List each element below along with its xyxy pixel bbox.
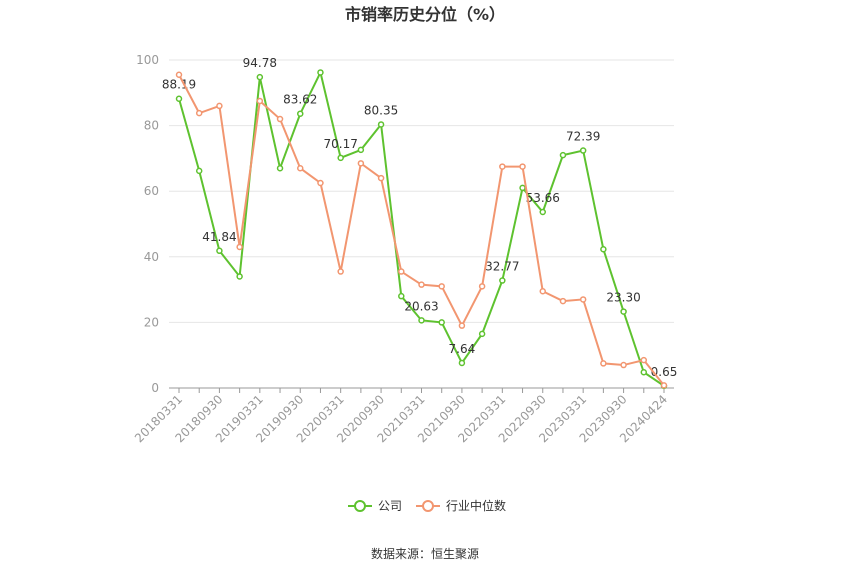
data-label: 32.77 bbox=[485, 260, 519, 274]
point bbox=[640, 369, 648, 376]
data-label: 23.30 bbox=[606, 291, 640, 305]
point bbox=[256, 97, 264, 105]
point bbox=[418, 317, 425, 324]
point bbox=[297, 110, 304, 117]
point bbox=[236, 243, 243, 251]
point bbox=[499, 163, 506, 170]
point bbox=[458, 359, 466, 367]
legend-label: 行业中位数 bbox=[446, 498, 506, 513]
point bbox=[337, 268, 344, 275]
point bbox=[216, 102, 223, 110]
data-label: 41.84 bbox=[202, 230, 236, 244]
point bbox=[195, 167, 203, 175]
point bbox=[175, 71, 183, 79]
point bbox=[620, 361, 627, 369]
data-label: 0.65 bbox=[651, 365, 678, 379]
point bbox=[539, 208, 546, 216]
y-tick-label: 20 bbox=[144, 315, 159, 329]
point bbox=[579, 147, 587, 154]
point bbox=[478, 283, 486, 290]
point bbox=[276, 164, 284, 172]
point bbox=[175, 95, 183, 102]
point bbox=[499, 277, 506, 284]
point bbox=[377, 121, 385, 128]
point bbox=[620, 308, 627, 315]
point bbox=[276, 115, 284, 123]
data-label: 20.63 bbox=[404, 299, 438, 313]
point bbox=[317, 69, 324, 76]
point bbox=[297, 164, 304, 172]
point bbox=[519, 184, 526, 192]
point bbox=[559, 297, 567, 305]
point bbox=[236, 273, 243, 280]
point bbox=[539, 287, 546, 295]
data-label: 80.35 bbox=[364, 103, 398, 117]
point bbox=[337, 154, 344, 162]
point bbox=[600, 360, 607, 367]
point bbox=[438, 283, 445, 290]
point bbox=[398, 292, 405, 300]
point bbox=[377, 174, 385, 182]
data-label: 94.78 bbox=[243, 56, 277, 70]
point bbox=[357, 160, 365, 167]
point bbox=[438, 319, 445, 326]
data-label: 83.62 bbox=[283, 93, 317, 107]
data-label: 70.17 bbox=[323, 137, 357, 151]
point bbox=[195, 109, 203, 117]
legend-marker bbox=[354, 500, 366, 512]
y-tick-label: 40 bbox=[144, 250, 159, 264]
point bbox=[660, 382, 668, 389]
y-tick-label: 0 bbox=[151, 381, 159, 395]
legend-marker bbox=[422, 500, 434, 512]
data-label: 7.64 bbox=[449, 342, 476, 356]
y-tick-label: 100 bbox=[136, 53, 159, 67]
y-tick-label: 80 bbox=[144, 119, 159, 133]
point bbox=[458, 322, 466, 329]
point bbox=[398, 268, 405, 275]
point bbox=[357, 146, 365, 154]
point bbox=[600, 246, 607, 253]
series-line bbox=[178, 74, 665, 387]
point bbox=[519, 163, 526, 170]
y-tick-label: 60 bbox=[144, 184, 159, 198]
series-line bbox=[178, 69, 665, 387]
point bbox=[478, 330, 486, 338]
point bbox=[418, 281, 425, 288]
point bbox=[216, 247, 223, 255]
point bbox=[317, 179, 324, 187]
chart-title: 市销率历史分位（%） bbox=[345, 5, 505, 24]
data-label: 53.66 bbox=[526, 191, 560, 205]
source: 数据来源：恒生聚源 bbox=[371, 546, 479, 561]
data-label: 88.19 bbox=[162, 78, 196, 92]
legend-label: 公司 bbox=[378, 499, 402, 513]
data-label: 72.39 bbox=[566, 130, 600, 144]
point bbox=[640, 356, 648, 364]
point bbox=[559, 151, 567, 159]
point bbox=[256, 73, 264, 81]
point bbox=[579, 296, 587, 303]
